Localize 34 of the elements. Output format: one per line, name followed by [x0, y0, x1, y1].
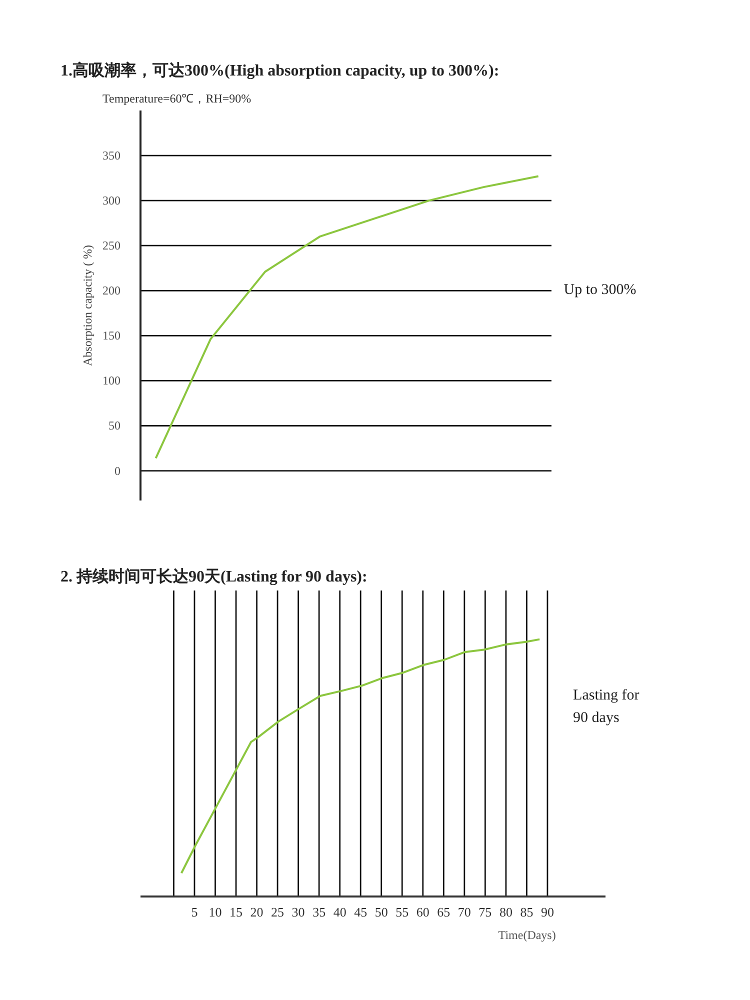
- y-tick-label: 150: [102, 328, 120, 343]
- y-tick-label: 200: [102, 284, 120, 298]
- chart-title: 2. 持续时间可长达90天(Lasting for 90 days):: [60, 568, 368, 586]
- x-tick-label: 15: [230, 904, 243, 920]
- x-tick-label: 5: [191, 904, 198, 920]
- chart-subtitle: Temperature=60℃，RH=90%: [102, 92, 252, 106]
- x-axis-title: Time(Days): [498, 928, 556, 942]
- x-tick-label: 80: [499, 904, 512, 920]
- y-tick-label: 300: [102, 194, 120, 208]
- x-tick-label: 10: [208, 904, 222, 920]
- x-tick-label: 40: [333, 904, 346, 920]
- x-tick-label: 60: [416, 904, 430, 920]
- x-tick-label: 45: [354, 904, 368, 920]
- x-tick-label: 50: [374, 904, 388, 920]
- x-tick-label: 75: [478, 904, 492, 920]
- chart-title: 1.高吸潮率，可达300%(High absorption capacity, up to 300%):: [60, 60, 500, 80]
- x-tick-label: 35: [312, 904, 326, 920]
- y-tick-label: 100: [102, 374, 120, 388]
- x-tick-label: 90: [540, 904, 554, 920]
- x-tick-label: 55: [396, 904, 409, 920]
- x-tick-label: 70: [458, 904, 471, 920]
- y-tick-label: 0: [114, 464, 120, 478]
- line-series: [154, 175, 540, 460]
- y-tick-label: 350: [102, 148, 120, 163]
- x-tick-label: 30: [292, 904, 305, 920]
- x-tick-label: 65: [437, 904, 450, 920]
- x-tick-label: 85: [520, 904, 534, 920]
- x-tick-label: 20: [250, 904, 264, 920]
- y-axis-title: Absorption capacity ( %): [80, 245, 94, 366]
- x-tick-label: 25: [271, 904, 284, 920]
- y-tick-label: 250: [102, 238, 120, 253]
- text: Up to 300%: [564, 282, 636, 298]
- annotation: Lasting for 90 days: [573, 687, 640, 726]
- y-tick-label: 50: [108, 418, 120, 433]
